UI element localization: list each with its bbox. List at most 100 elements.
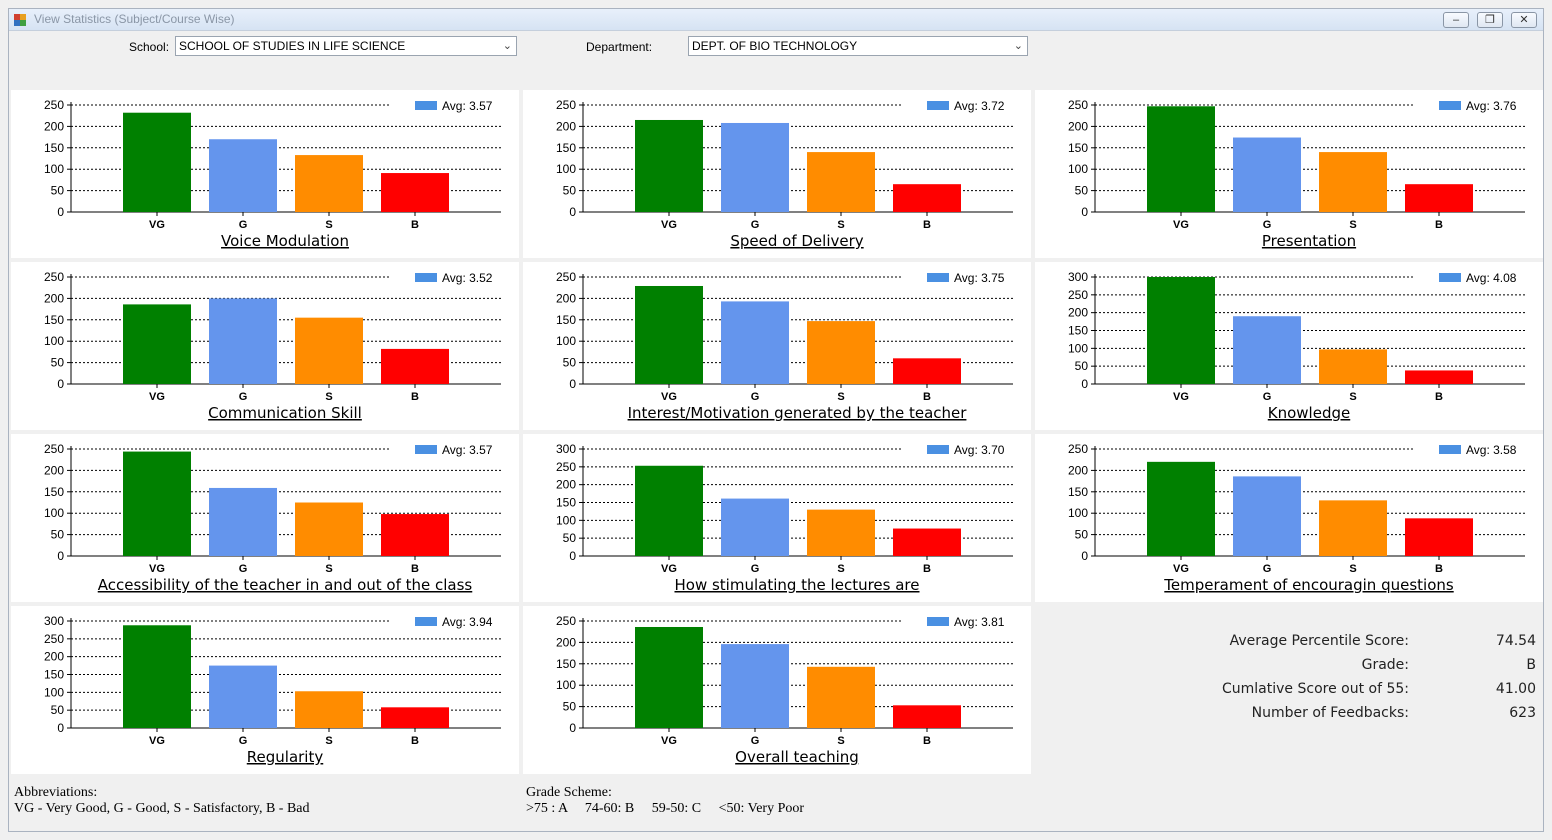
chart-panel-interest-motivation: 0 50 100 150 200 250 VG G S B Avg: 3.75 Interest/Mo… xyxy=(523,262,1031,430)
x-tick-label: VG xyxy=(1173,219,1189,231)
bar-vg xyxy=(1147,461,1215,556)
chart-panel-accessibility: 0 50 100 150 200 250 VG G S B Avg: 3.57 Accessibili… xyxy=(11,434,519,602)
bar-chart: 0 50 100 150 200 250 VG G S B Avg: 3.76 Presentatio… xyxy=(1068,98,1525,250)
y-tick-label: 100 xyxy=(1068,341,1088,355)
bar-chart: 0 50 100 150 200 250 VG G S B Avg: 3.52 Communicati… xyxy=(44,270,501,422)
bar-vg xyxy=(1147,277,1215,384)
title-bar[interactable]: View Statistics (Subject/Course Wise) – … xyxy=(9,9,1543,31)
bar-b xyxy=(1405,518,1473,556)
y-tick-label: 50 xyxy=(51,703,65,717)
chart-title: Interest/Motivation generated by the tea… xyxy=(628,404,968,422)
bar-chart: 0 50 100 150 200 250 300 VG G S B Avg: 3.94 Regulari… xyxy=(44,614,501,766)
bar-b xyxy=(1405,370,1473,384)
legend-swatch xyxy=(415,273,437,282)
bar-s xyxy=(1319,500,1387,556)
y-tick-label: 50 xyxy=(563,356,577,370)
x-tick-label: S xyxy=(837,391,844,403)
chart-title: How stimulating the lectures are xyxy=(674,576,919,594)
x-tick-label: S xyxy=(837,563,844,575)
y-tick-label: 250 xyxy=(556,270,576,284)
bar-b xyxy=(893,358,961,384)
y-tick-label: 100 xyxy=(44,506,64,520)
bar-s xyxy=(1319,349,1387,384)
chart-panel-regularity: 0 50 100 150 200 250 300 VG G S B Avg: 3.94 Regulari… xyxy=(11,606,519,774)
school-select[interactable]: SCHOOL OF STUDIES IN LIFE SCIENCE ⌄ xyxy=(175,36,517,56)
y-tick-label: 250 xyxy=(556,614,576,628)
y-tick-label: 50 xyxy=(563,531,577,545)
minimize-button[interactable]: – xyxy=(1443,12,1469,28)
y-tick-label: 50 xyxy=(1075,184,1089,198)
y-tick-label: 200 xyxy=(44,650,64,664)
y-tick-label: 100 xyxy=(44,685,64,699)
y-tick-label: 200 xyxy=(44,119,64,133)
x-tick-label: G xyxy=(239,735,248,747)
bar-b xyxy=(381,514,449,556)
bar-vg xyxy=(635,465,703,556)
bar-b xyxy=(381,173,449,212)
bar-b xyxy=(893,705,961,728)
bar-chart: 0 50 100 150 200 250 300 VG G S B Avg: 3.70 How stim… xyxy=(556,442,1013,594)
y-tick-label: 150 xyxy=(44,313,64,327)
avg-percentile-label: Average Percentile Score: xyxy=(1229,633,1409,649)
bar-s xyxy=(295,502,363,556)
x-tick-label: VG xyxy=(661,735,677,747)
y-tick-label: 100 xyxy=(556,678,576,692)
legend-label: Avg: 3.81 xyxy=(954,615,1005,629)
legend-label: Avg: 3.52 xyxy=(442,271,493,285)
chart-title: Overall teaching xyxy=(735,748,859,766)
bar-g xyxy=(1233,137,1301,212)
y-tick-label: 250 xyxy=(556,98,576,112)
bar-vg xyxy=(635,119,703,212)
y-tick-label: 0 xyxy=(569,549,576,563)
x-tick-label: B xyxy=(411,563,419,575)
chart-title: Regularity xyxy=(247,748,324,766)
bar-g xyxy=(209,298,277,384)
legend-swatch xyxy=(927,445,949,454)
bar-chart: 0 50 100 150 200 250 300 VG G S B Avg: 4.08 Knowledg… xyxy=(1068,270,1525,422)
y-tick-label: 0 xyxy=(569,721,576,735)
bar-b xyxy=(893,184,961,212)
grade-scheme-title: Grade Scheme: xyxy=(526,785,612,800)
legend-label: Avg: 3.70 xyxy=(954,443,1005,457)
y-tick-label: 150 xyxy=(556,496,576,510)
bar-g xyxy=(1233,476,1301,556)
y-tick-label: 0 xyxy=(569,205,576,219)
chart-panel-communication-skill: 0 50 100 150 200 250 VG G S B Avg: 3.52 Communicati… xyxy=(11,262,519,430)
bar-s xyxy=(807,666,875,728)
chevron-down-icon[interactable]: ⌄ xyxy=(1013,40,1023,52)
y-tick-label: 100 xyxy=(44,334,64,348)
bar-g xyxy=(721,301,789,384)
chevron-down-icon[interactable]: ⌄ xyxy=(502,40,512,52)
y-tick-label: 250 xyxy=(44,270,64,284)
y-tick-label: 250 xyxy=(44,632,64,646)
y-tick-label: 100 xyxy=(1068,162,1088,176)
department-select[interactable]: DEPT. OF BIO TECHNOLOGY ⌄ xyxy=(688,36,1028,56)
app-icon xyxy=(14,14,26,26)
bar-vg xyxy=(123,112,191,212)
y-tick-label: 150 xyxy=(44,141,64,155)
x-tick-label: G xyxy=(751,391,760,403)
close-button[interactable]: ✕ xyxy=(1511,12,1537,28)
y-tick-label: 100 xyxy=(556,162,576,176)
x-tick-label: G xyxy=(239,391,248,403)
x-tick-label: S xyxy=(837,219,844,231)
grade-label: Grade: xyxy=(1361,657,1409,673)
x-tick-label: VG xyxy=(149,219,165,231)
bar-vg xyxy=(123,625,191,728)
bar-s xyxy=(295,691,363,728)
y-tick-label: 200 xyxy=(1068,306,1088,320)
y-tick-label: 0 xyxy=(1081,549,1088,563)
y-tick-label: 100 xyxy=(44,162,64,176)
x-tick-label: VG xyxy=(1173,391,1189,403)
legend-swatch xyxy=(415,445,437,454)
bar-b xyxy=(1405,184,1473,212)
y-tick-label: 300 xyxy=(1068,270,1088,284)
x-tick-label: VG xyxy=(149,735,165,747)
maximize-button[interactable]: ❐ xyxy=(1477,12,1503,28)
bar-vg xyxy=(635,626,703,728)
y-tick-label: 50 xyxy=(51,184,65,198)
y-tick-label: 200 xyxy=(556,478,576,492)
y-tick-label: 200 xyxy=(1068,119,1088,133)
chart-panel-presentation: 0 50 100 150 200 250 VG G S B Avg: 3.76 Presentatio… xyxy=(1035,90,1543,258)
bar-s xyxy=(1319,152,1387,212)
